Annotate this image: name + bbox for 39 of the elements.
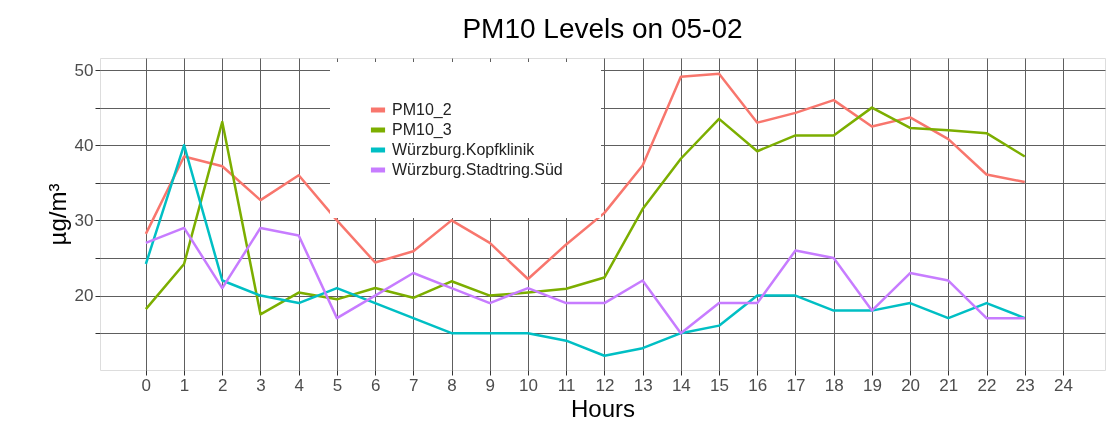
y-tick-label: 30 bbox=[74, 210, 94, 230]
line-series bbox=[144, 143, 1026, 357]
line-series bbox=[144, 72, 1026, 281]
y-axis-title: µg/m³ bbox=[43, 183, 71, 246]
y-tick-label: 40 bbox=[74, 135, 94, 155]
x-tick-label: 11 bbox=[557, 375, 576, 395]
x-tick-label: 1 bbox=[179, 375, 190, 395]
x-tick-label: 16 bbox=[748, 375, 768, 395]
x-tick-label: 0 bbox=[141, 375, 152, 395]
legend-label: Würzburg.Kopfklinik bbox=[392, 141, 536, 158]
legend-label: PM10_3 bbox=[392, 121, 452, 139]
x-tick-label: 24 bbox=[1054, 375, 1073, 395]
x-tick-label: 20 bbox=[901, 375, 921, 395]
x-tick-label: 12 bbox=[595, 375, 615, 395]
x-tick-label: 4 bbox=[294, 375, 304, 395]
x-tick-label: 15 bbox=[710, 375, 730, 395]
x-tick-label: 7 bbox=[409, 375, 419, 395]
x-tick-label: 2 bbox=[218, 375, 228, 395]
x-tick-label: 10 bbox=[519, 375, 538, 395]
x-tick-label: 9 bbox=[485, 375, 496, 395]
x-tick-label: 22 bbox=[977, 375, 997, 395]
x-tick-label: 17 bbox=[786, 375, 806, 395]
legend-label: Würzburg.Stadtring.Süd bbox=[392, 161, 563, 178]
chart-title: PM10 Levels on 05-02 bbox=[462, 13, 743, 44]
y-tick-label: 20 bbox=[74, 286, 94, 306]
x-tick-label: 13 bbox=[633, 375, 653, 395]
x-tick-label: 18 bbox=[824, 375, 844, 395]
x-tick-label: 6 bbox=[370, 375, 381, 395]
x-tick-label: 5 bbox=[332, 375, 343, 395]
line-series bbox=[144, 226, 1026, 335]
y-tick-label: 50 bbox=[74, 60, 94, 80]
x-tick-label: 21 bbox=[939, 375, 959, 395]
x-axis-title: Hours bbox=[570, 394, 636, 422]
x-tick-label: 19 bbox=[862, 375, 882, 395]
x-tick-label: 14 bbox=[671, 375, 691, 395]
x-tick-label: 23 bbox=[1015, 375, 1035, 395]
x-tick-label: 3 bbox=[256, 375, 266, 395]
x-tick-label: 8 bbox=[447, 375, 457, 395]
legend-label: PM10_2 bbox=[392, 101, 452, 119]
